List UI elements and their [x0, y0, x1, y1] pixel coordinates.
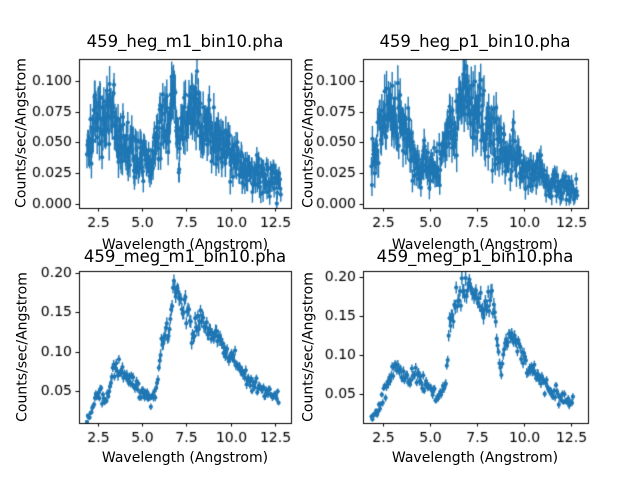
ylabel-meg-p1: Counts/sec/Angstrom	[300, 272, 317, 422]
subplot-title-meg-p1: 459_meg_p1_bin10.pha	[376, 247, 574, 266]
xlabel-meg-m1: Wavelength (Angstrom)	[101, 450, 269, 466]
subplot-title-heg-p1: 459_heg_p1_bin10.pha	[379, 32, 571, 51]
xlabel-heg-m1: Wavelength (Angstrom)	[101, 237, 269, 253]
ylabel-heg-m1: Counts/sec/Angstrom	[13, 58, 30, 208]
ylabel-heg-p1: Counts/sec/Angstrom	[300, 58, 317, 208]
xlabel-heg-p1: Wavelength (Angstrom)	[391, 237, 559, 253]
subplot-title-meg-m1: 459_meg_m1_bin10.pha	[83, 247, 287, 266]
ylabel-meg-m1: Counts/sec/Angstrom	[14, 272, 31, 422]
subplot-title-heg-m1: 459_heg_m1_bin10.pha	[86, 32, 284, 51]
xlabel-meg-p1: Wavelength (Angstrom)	[391, 450, 559, 466]
